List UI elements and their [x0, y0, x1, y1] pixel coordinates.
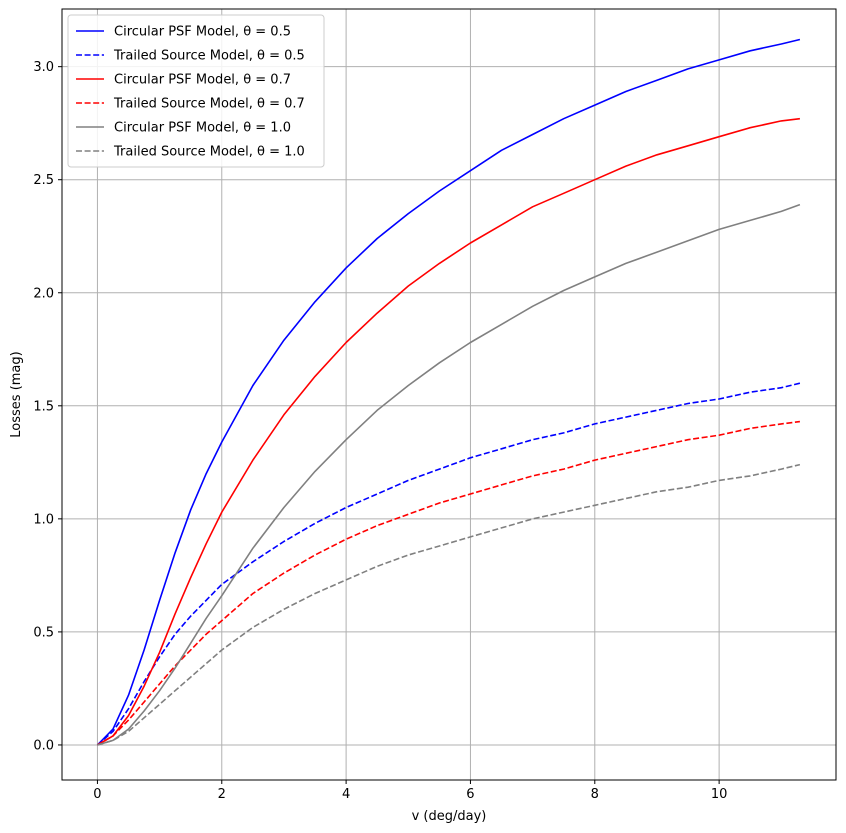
y-tick-label: 0.5	[33, 625, 54, 640]
legend-entry: Circular PSF Model, θ = 0.7	[114, 73, 291, 88]
y-tick-label: 1.5	[33, 399, 54, 414]
series-line-4	[97, 203, 801, 746]
legend-entry: Trailed Source Model, θ = 0.5	[113, 49, 305, 64]
plot-area: 0 2 4 6 8 10 0.0 0.5 1.0 1.5 2.0 2.5 3.0	[33, 8, 837, 802]
legend-box	[67, 14, 325, 168]
y-tick-label: 3.0	[33, 60, 54, 75]
y-axis-label: Losses (mag)	[9, 351, 24, 437]
legend-entry: Trailed Source Model, θ = 0.7	[113, 97, 305, 112]
series-line-5	[97, 463, 801, 746]
y-tick-label: 2.0	[33, 286, 54, 301]
y-tick-label: 0.0	[33, 738, 54, 753]
series-line-2	[96, 117, 800, 746]
x-tick-label: 6	[466, 787, 474, 802]
y-ticks: 0.0 0.5 1.0 1.5 2.0 2.5 3.0	[33, 60, 62, 753]
legend: Circular PSF Model, θ = 0.5 Trailed Sourc…	[67, 14, 325, 168]
x-axis-label: v (deg/day)	[412, 809, 487, 824]
x-tick-label: 8	[591, 787, 599, 802]
series-line-0	[96, 38, 801, 746]
series-line-1	[96, 382, 801, 746]
x-tick-label: 0	[93, 787, 101, 802]
y-tick-label: 1.0	[33, 512, 54, 527]
legend-entry: Trailed Source Model, θ = 1.0	[113, 145, 305, 160]
y-tick-label: 2.5	[33, 173, 54, 188]
series-lines	[96, 38, 801, 746]
x-ticks: 0 2 4 6 8 10	[93, 780, 727, 802]
axes-frame	[61, 8, 837, 781]
x-tick-label: 2	[218, 787, 226, 802]
legend-entry: Circular PSF Model, θ = 0.5	[114, 25, 291, 40]
x-tick-label: 4	[342, 787, 350, 802]
x-tick-label: 10	[711, 787, 728, 802]
series-line-3	[96, 420, 800, 746]
legend-entry: Circular PSF Model, θ = 1.0	[114, 121, 291, 136]
grid	[62, 9, 836, 780]
